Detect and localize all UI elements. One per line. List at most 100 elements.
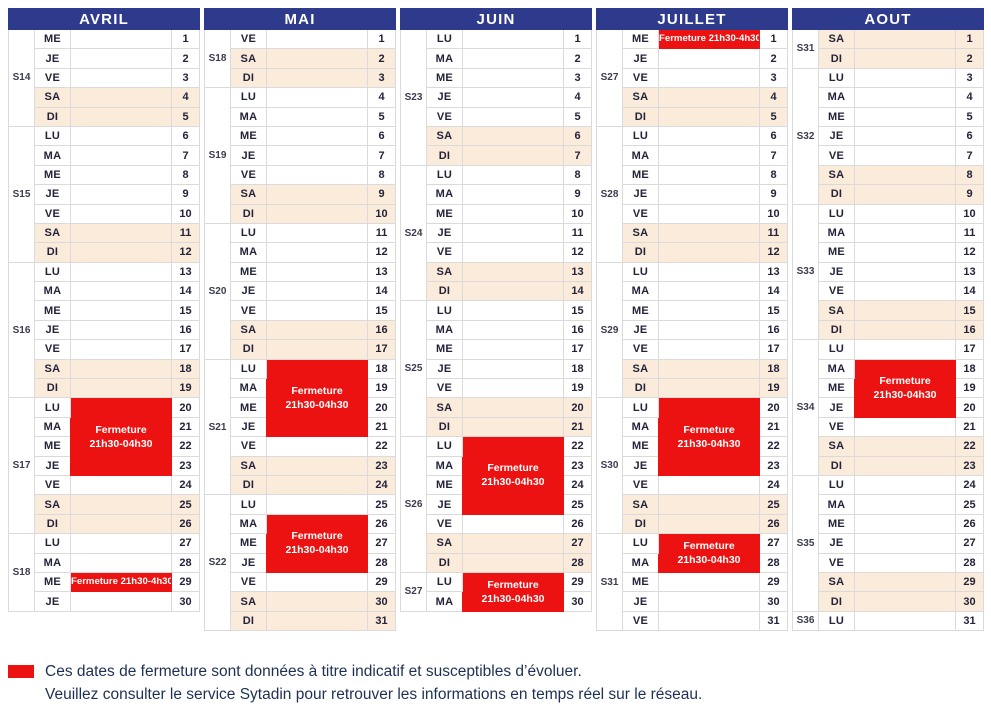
day-number: 29 [954, 571, 985, 593]
day-cell [658, 125, 760, 147]
day-row: ME 15 [597, 300, 788, 321]
day-of-week-label: LU [426, 164, 463, 186]
day-of-week-label: LU [34, 397, 71, 418]
day-of-week-label: SA [426, 261, 463, 283]
day-of-week-label: MA [34, 281, 71, 302]
day-of-week-label: JE [230, 416, 267, 438]
day-row: S28 LU 6 [596, 125, 788, 263]
day-of-week-label: DI [818, 184, 855, 205]
legend-text-line1: Ces dates de fermeture sont données à ti… [45, 663, 582, 681]
day-of-week-label: JE [818, 533, 855, 554]
day-cell [462, 242, 564, 263]
day-row: MA Fermeture 21h30-04h30 18 [793, 358, 985, 418]
day-number: 3 [170, 67, 201, 89]
day-cell [462, 222, 564, 244]
day-cell [70, 87, 172, 108]
day-number: 11 [170, 222, 201, 244]
day-number: 30 [954, 591, 985, 612]
day-cell [70, 494, 172, 515]
day-number: 5 [759, 106, 788, 127]
day-number: 26 [562, 513, 593, 535]
day-of-week-label: JE [34, 455, 71, 476]
day-number: 12 [954, 242, 985, 263]
day-number: 10 [954, 203, 985, 224]
day-row: ME 13 [205, 261, 397, 283]
day-number: 4 [759, 87, 788, 108]
day-cell [854, 281, 956, 302]
day-row: S26 LU Fermeture 21h30-04h30 22 [400, 436, 593, 573]
day-cell [70, 474, 172, 496]
day-of-week-label: JE [34, 48, 71, 69]
day-cell [266, 300, 368, 321]
day-row: MA 23 [401, 455, 593, 476]
day-number: 13 [759, 261, 788, 283]
day-number: 29 [759, 571, 788, 593]
day-number: 14 [954, 281, 985, 302]
day-row: MA 7 [597, 145, 788, 166]
day-of-week-label: MA [426, 319, 463, 341]
day-row: JE 7 [205, 145, 397, 166]
day-cell [854, 203, 956, 224]
day-row: VE 24 [9, 474, 201, 496]
day-of-week-label: MA [230, 106, 267, 127]
day-cell [70, 184, 172, 205]
day-of-week-label: VE [818, 416, 855, 438]
day-cell [266, 571, 368, 593]
day-number: 12 [366, 242, 397, 263]
day-row: MA 28 [9, 552, 201, 573]
week-label: S24 [400, 164, 427, 302]
day-number: 4 [170, 87, 201, 108]
day-row: S25 LU 15 [400, 300, 593, 438]
day-of-week-label: DI [34, 513, 71, 535]
day-row: VE 8 [205, 164, 397, 186]
day-row: JE 30 [9, 591, 201, 612]
day-number: 23 [366, 455, 397, 476]
day-number: 6 [366, 125, 397, 147]
day-row: S15 LU 6 [8, 125, 201, 263]
day-number: 18 [954, 358, 985, 380]
closure-block: Fermeture 21h30-4h30 [70, 571, 172, 593]
day-cell [462, 87, 564, 108]
day-cell [462, 125, 564, 147]
day-row: MA 7 [9, 145, 201, 166]
day-cell [462, 416, 564, 438]
day-of-week-label: DI [622, 242, 659, 263]
day-row: MA 9 [401, 184, 593, 205]
day-cell [854, 164, 956, 186]
day-of-week-label: DI [818, 48, 855, 69]
day-row: ME 26 [793, 513, 985, 535]
day-number: 27 [170, 533, 201, 554]
week-label: S18 [204, 28, 231, 89]
day-number: 12 [562, 242, 593, 263]
day-row: SA 18 [9, 358, 201, 380]
day-row: SA 11 [597, 222, 788, 244]
day-of-week-label: LU [818, 474, 855, 496]
day-row: DI 16 [793, 319, 985, 341]
day-cell [854, 339, 956, 360]
day-of-week-label: DI [426, 145, 463, 166]
day-cell [854, 610, 956, 632]
day-cell [658, 591, 760, 612]
day-number: 6 [562, 125, 593, 147]
day-cell [70, 552, 172, 573]
day-cell [854, 145, 956, 166]
day-number: 9 [759, 184, 788, 205]
day-cell [266, 474, 368, 496]
day-of-week-label: LU [818, 339, 855, 360]
day-row: DI 26 [9, 513, 201, 535]
day-cell [658, 164, 760, 186]
day-of-week-label: MA [818, 494, 855, 515]
day-of-week-label: ME [622, 28, 659, 50]
day-number: 27 [954, 533, 985, 554]
closure-block: Fermeture 21h30-04h30 [658, 397, 760, 476]
day-of-week-label: JE [230, 145, 267, 166]
day-cell [462, 533, 564, 554]
day-cell [658, 319, 760, 341]
day-row: DI 12 [9, 242, 201, 263]
day-number: 7 [954, 145, 985, 166]
day-number: 18 [170, 358, 201, 380]
day-number: 6 [954, 125, 985, 147]
month-table: MAI S18 VE 1 SA 2 DI 3 S19 LU 4 MA 5 ME 6 JE 7 VE 8 SA 9 DI 10… [203, 8, 397, 632]
day-number: 5 [954, 106, 985, 127]
day-cell [266, 261, 368, 283]
